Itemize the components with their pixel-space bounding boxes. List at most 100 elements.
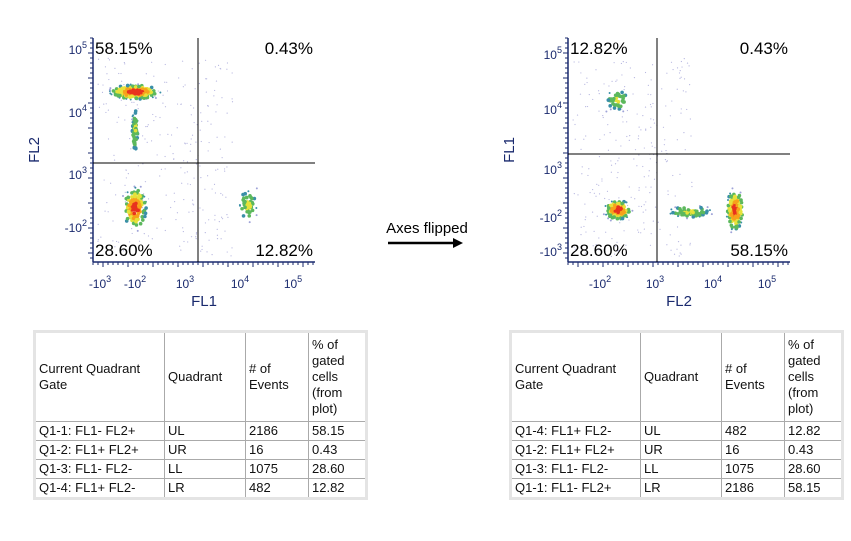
- scatter-dot: [139, 185, 142, 188]
- scatter-dot: [734, 214, 738, 219]
- table-row: Q1-4: FL1+ FL2- LR 482 12.82: [34, 478, 367, 499]
- scatter-dot: [708, 209, 711, 212]
- scatter-dot: [216, 136, 218, 138]
- scatter-dot: [615, 245, 617, 247]
- scatter-dot: [182, 86, 184, 88]
- scatter-dot: [230, 255, 232, 257]
- scatter-dot: [578, 61, 580, 63]
- scatter-dot: [226, 214, 228, 216]
- tick-label: 103: [176, 274, 194, 291]
- scatter-dot: [625, 244, 627, 246]
- scatter-dot: [686, 108, 688, 111]
- scatter-dot: [602, 116, 604, 119]
- scatter-dot: [638, 189, 640, 191]
- scatter-dot: [653, 122, 656, 124]
- scatter-dot: [595, 249, 597, 251]
- arrow-head: [453, 238, 463, 248]
- tick-label: 104: [544, 100, 562, 117]
- scatter-dot: [615, 216, 620, 221]
- scatter-dot: [247, 190, 250, 193]
- scatter-dot: [659, 228, 661, 230]
- scatter-dot: [616, 210, 620, 215]
- tick-label: 103: [646, 274, 664, 291]
- scatter-dot: [605, 110, 608, 113]
- scatter-dot: [223, 168, 226, 170]
- scatter-dot: [620, 62, 623, 65]
- scatter-dot: [626, 135, 628, 138]
- tick-base: 10: [69, 168, 83, 182]
- scatter-dot: [190, 104, 192, 106]
- scatter-dot: [649, 192, 651, 194]
- scatter-dot: [617, 160, 619, 162]
- tick-exp: 5: [297, 274, 302, 284]
- header-cell: Current Quadrant Gate: [34, 331, 165, 422]
- scatter-dot: [734, 199, 739, 204]
- scatter-dot: [130, 148, 132, 150]
- scatter-dot: [218, 220, 220, 223]
- scatter-dot: [580, 72, 582, 74]
- scatter-dot: [240, 206, 244, 211]
- scatter-dot: [681, 66, 683, 68]
- tick-base: -10: [540, 245, 558, 259]
- tick-exp: 4: [717, 274, 722, 284]
- header-cell: # of Events: [721, 331, 785, 422]
- scatter-dot: [128, 200, 133, 204]
- scatter-dot: [141, 207, 144, 209]
- scatter-dot: [191, 68, 193, 70]
- scatter-dot: [620, 145, 622, 147]
- tick-base: 10: [646, 277, 660, 291]
- tick-exp: 3: [106, 274, 111, 284]
- scatter-dot: [654, 206, 657, 208]
- scatter-dot: [108, 88, 111, 91]
- scatter-dot: [650, 126, 652, 128]
- scatter-dot: [613, 203, 617, 208]
- scatter-dot: [643, 222, 645, 224]
- scatter-dot: [134, 96, 138, 100]
- table-cell: Q1-1: FL1- FL2+: [510, 478, 641, 499]
- scatter-dot: [214, 66, 216, 68]
- scatter-dot: [609, 219, 612, 222]
- header-cell: % of gated cells (from plot): [308, 331, 367, 422]
- scatter-dot: [124, 93, 129, 97]
- scatter-dot: [642, 115, 644, 117]
- scatter-dot: [669, 115, 671, 117]
- scatter-dot: [189, 150, 191, 152]
- scatter-dot: [615, 80, 617, 82]
- scatter-dot: [247, 201, 252, 206]
- scatter-dot: [666, 244, 668, 246]
- scatter-dot: [727, 199, 730, 202]
- table-cell: Q1-2: FL1+ FL2+: [34, 440, 165, 460]
- scatter-dot: [200, 112, 202, 114]
- scatter-dot: [216, 228, 218, 231]
- scatter-dot: [147, 198, 150, 200]
- scatter-dot: [584, 83, 586, 85]
- scatter-dot: [125, 104, 127, 106]
- scatter-dot: [166, 90, 169, 92]
- scatter-dot: [184, 142, 186, 144]
- scatter-dot: [206, 78, 208, 80]
- scatter-dot: [131, 232, 133, 235]
- scatter-dot: [629, 134, 631, 137]
- scatter-dot: [591, 211, 594, 213]
- scatter-dot: [112, 240, 114, 242]
- scatter-dot: [665, 105, 667, 107]
- scatter-dot: [611, 80, 613, 82]
- scatter-dot: [117, 241, 120, 243]
- scatter-dot: [190, 236, 193, 238]
- table-cell: 28.60: [784, 459, 843, 479]
- scatter-dot: [731, 205, 736, 209]
- scatter-dot: [616, 79, 618, 81]
- scatter-dot: [616, 241, 618, 244]
- scatter-dot: [686, 208, 691, 212]
- scatter-dot: [184, 172, 186, 174]
- scatter-dot: [628, 186, 630, 188]
- plot-frame: [93, 38, 315, 262]
- scatter-dot: [598, 156, 601, 158]
- table-cell: Q1-2: FL1+ FL2+: [510, 440, 641, 460]
- scatter-dot: [699, 205, 703, 210]
- scatter-dot: [739, 191, 742, 194]
- scatter-dot: [665, 161, 668, 163]
- scatter-dot: [588, 93, 590, 96]
- scatter-dot: [201, 248, 203, 251]
- table-cell: Q1-1: FL1- FL2+: [34, 421, 165, 441]
